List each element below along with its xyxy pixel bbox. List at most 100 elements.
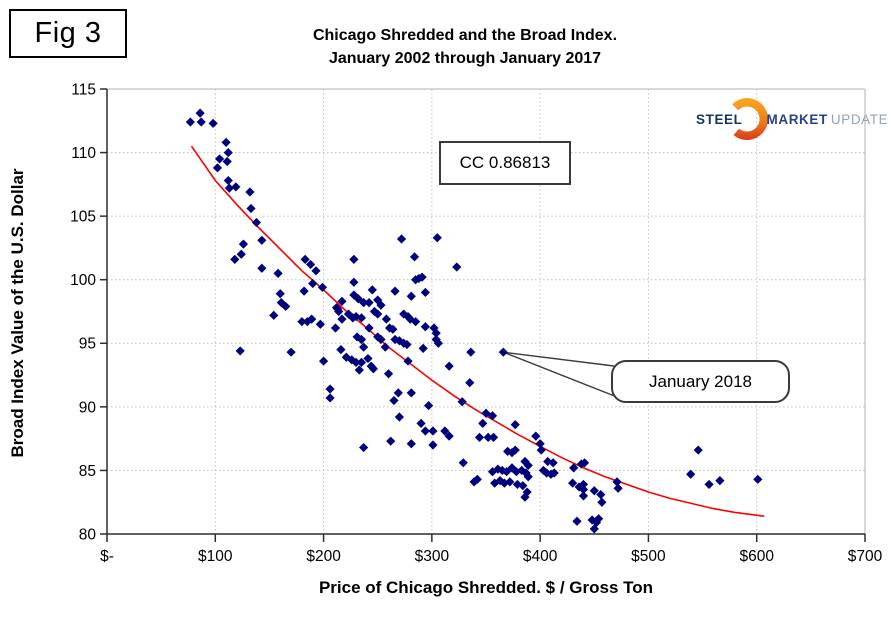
scatter-point [215,154,225,164]
scatter-point [520,492,530,502]
scatter-point [596,489,606,500]
scatter-point [221,137,231,147]
scatter-point [196,117,206,127]
scatter-point [337,296,347,306]
scatter-point [474,432,485,442]
scatter-point [493,464,503,474]
scatter-point [299,286,309,296]
scatter-point [420,426,430,436]
scatter-point [469,477,479,487]
scatter-point [578,484,589,495]
scatter-point [311,266,321,276]
scatter-point [318,356,329,366]
scatter-point [613,483,623,493]
scatter-point [568,478,578,488]
scatter-point [349,277,359,287]
y-tick-label: 110 [71,145,96,162]
scatter-point [351,357,361,367]
scatter-point [572,516,582,526]
scatter-point [231,182,241,192]
scatter-point [420,322,430,332]
scatter-point [428,440,438,450]
scatter-point [420,287,430,298]
scatter-point [507,448,517,458]
scatter-point [251,217,262,228]
scatter-point [523,460,533,470]
scatter-point [444,431,454,441]
scatter-point [424,400,434,411]
scatter-point [478,418,488,428]
scatter-point [591,517,602,528]
scatter-point [223,175,233,186]
scatter-point [465,378,475,388]
scatter-point [510,420,520,430]
scatter-point [269,310,279,320]
scatter-point [483,432,493,442]
y-tick-label: 95 [79,336,96,353]
scatter-point [381,314,391,324]
logo-update: UPDATE [830,112,889,127]
scatter-point [406,439,416,449]
scatter-point [393,388,403,398]
scatter-point [505,477,515,487]
scatter-point [399,309,409,319]
logo-text: STEEL MARKET UPDATE [696,112,888,127]
y-tick-label: 100 [70,272,96,289]
scatter-point [366,361,376,371]
scatter-point [409,252,420,262]
y-tick-label: 85 [79,463,96,480]
scatter-point [305,259,316,270]
scatter-point [503,446,513,456]
scatter-point [403,311,413,322]
scatter-point [333,304,343,314]
scatter-point [488,432,499,442]
scatter-point [538,465,548,476]
scatter-point [517,465,527,476]
scatter-point [686,469,696,479]
scatter-point [195,108,205,118]
scatter-point [246,203,256,214]
scatter-point [406,388,416,398]
scatter-point [212,163,223,173]
chart-title: Chicago Shredded and the Broad Index. Ja… [160,24,770,70]
scatter-point [208,118,218,128]
scatter-point [411,317,421,327]
scatter-point [245,187,255,197]
scatter-point [275,289,285,299]
callout-pointer-line [503,351,615,367]
scatter-point [433,338,443,348]
scatter-point [238,239,249,249]
scatter-point [236,249,246,259]
scatter-point [440,426,450,436]
scatter-point [402,339,412,350]
correlation-annotation-text: CC 0.86813 [459,153,551,172]
scatter-point [432,233,442,243]
scatter-point [594,514,604,524]
scatter-point [185,117,195,127]
scatter-point [373,309,383,319]
logo-market: MARKET [766,112,828,127]
scatter-point [501,467,512,477]
scatter-point [536,445,546,455]
scatter-point [337,314,347,324]
scatter-point [457,397,467,407]
callout-pointer-line [503,351,618,398]
scatter-point [396,234,407,244]
scatter-point [510,445,520,455]
scatter-point [548,458,558,468]
scatter-point [235,346,245,356]
scatter-point [354,365,364,375]
scatter-point [490,478,500,488]
scatter-point [300,254,310,264]
scatter-point [317,282,328,292]
scatter-point [349,254,359,264]
scatter-point [543,456,553,467]
scatter-point [512,479,523,490]
scatter-point [466,347,476,357]
scatter-point [364,298,374,308]
scatter-point [549,468,559,478]
scatter-point [403,356,413,366]
scatter-point [428,426,438,436]
scatter-point [376,334,386,345]
